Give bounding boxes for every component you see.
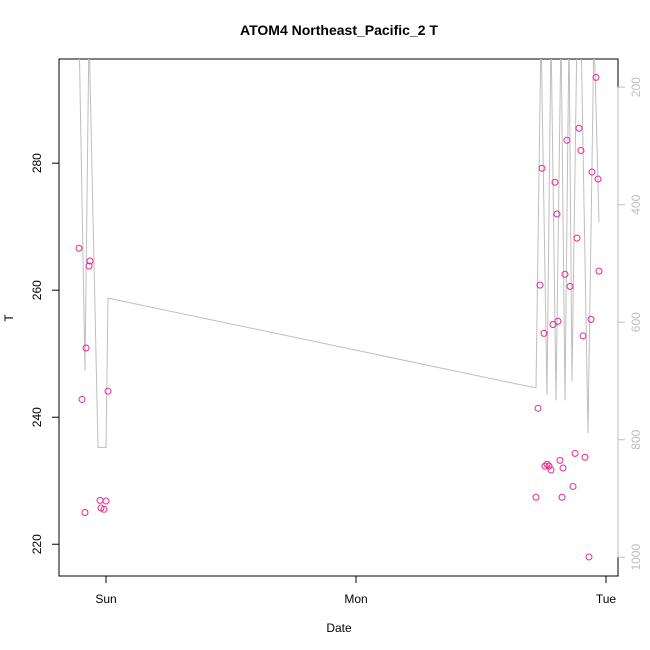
data-point [85, 262, 93, 270]
data-point [573, 234, 581, 242]
data-point [556, 456, 564, 464]
data-point [553, 210, 561, 218]
pressure-line [79, 59, 600, 448]
data-point [102, 497, 110, 505]
y-tick-label: 220 [30, 534, 44, 554]
x-tick-label: Tue [596, 592, 617, 606]
y-tick-label: 280 [30, 153, 44, 173]
data-point [551, 178, 559, 186]
chart-title: ATOM4 Northeast_Pacific_2 T [240, 22, 438, 38]
data-point [577, 146, 585, 154]
data-point [104, 387, 112, 395]
y2-tick-label: 600 [629, 312, 643, 332]
data-point [579, 332, 587, 340]
data-point [575, 124, 583, 132]
data-point [581, 453, 589, 461]
plot-frame [58, 58, 619, 577]
data-point [563, 136, 571, 144]
x-tick-label: Mon [344, 592, 367, 606]
data-point [96, 496, 104, 504]
y-axis-label: T [2, 314, 16, 322]
line-layer [79, 59, 600, 448]
data-point [559, 464, 567, 472]
data-point [566, 282, 574, 290]
x-axis-label: Date [326, 621, 352, 635]
data-point [571, 449, 579, 457]
data-point [75, 244, 83, 252]
data-point [86, 257, 94, 265]
data-point [554, 317, 562, 325]
data-point [592, 73, 600, 81]
data-point [558, 493, 566, 501]
x-tick-label: Sun [95, 592, 116, 606]
data-point [78, 395, 86, 403]
data-point [561, 270, 569, 278]
data-point [595, 267, 603, 275]
data-point [549, 320, 557, 328]
y-tick-label: 240 [30, 407, 44, 427]
y2-tick-label: 1000 [629, 544, 643, 571]
data-point [547, 466, 555, 474]
y-tick-label: 260 [30, 280, 44, 300]
data-point [545, 462, 553, 470]
y2-tick-label: 400 [629, 194, 643, 214]
data-point [541, 462, 549, 470]
data-point [532, 493, 540, 501]
data-point [587, 315, 595, 323]
data-point [588, 168, 596, 176]
data-point [538, 164, 546, 172]
data-point [536, 281, 544, 289]
data-point [534, 404, 542, 412]
data-point [540, 329, 548, 337]
data-point [81, 508, 89, 516]
data-point [543, 460, 551, 468]
data-point [82, 344, 90, 352]
y2-tick-label: 200 [629, 77, 643, 97]
y2-tick-label: 800 [629, 429, 643, 449]
data-point [569, 482, 577, 490]
data-point [585, 553, 593, 561]
data-point [100, 505, 108, 513]
data-point [594, 175, 602, 183]
